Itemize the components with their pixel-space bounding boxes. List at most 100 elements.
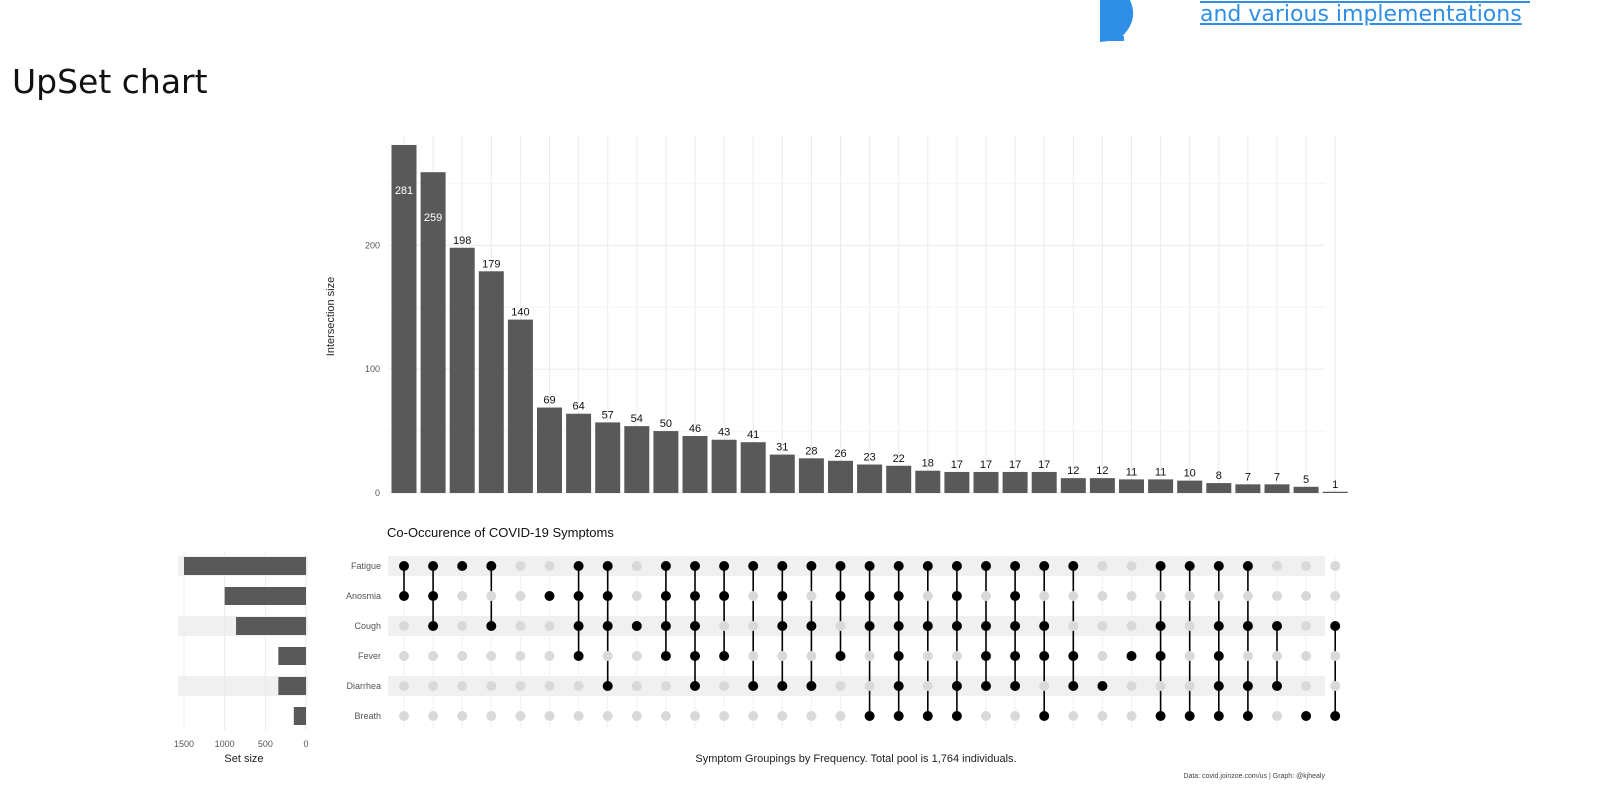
set-size-bar <box>236 617 306 635</box>
implementations-link[interactable]: and various implementations <box>1200 2 1522 27</box>
bar <box>682 436 708 493</box>
bar-label: 8 <box>1216 470 1222 482</box>
dot-active <box>951 621 962 631</box>
dot-inactive <box>777 651 788 661</box>
dot-active <box>1330 621 1341 631</box>
dot-active <box>690 621 700 631</box>
dot-inactive <box>457 591 468 601</box>
satellite-dish-icon <box>1100 0 1180 46</box>
dot-active <box>893 711 904 721</box>
dot-active <box>1010 591 1021 601</box>
dot-active <box>835 561 846 571</box>
dot-inactive <box>399 651 409 661</box>
bar <box>1293 486 1319 493</box>
matrix-stripe <box>388 676 1325 696</box>
dot-active <box>981 681 991 691</box>
dot-active <box>1213 561 1224 571</box>
page-title: UpSet chart <box>12 62 208 102</box>
bar-label: 17 <box>951 459 963 471</box>
set-size-bar <box>278 647 306 665</box>
dot-inactive <box>1039 681 1050 691</box>
dot-active <box>1213 651 1224 661</box>
dot-active <box>922 561 933 571</box>
dot-inactive <box>719 711 730 721</box>
dot-active <box>573 621 584 631</box>
bar-label: 54 <box>631 413 643 425</box>
dot-inactive <box>1330 561 1341 571</box>
dot-active <box>660 591 671 601</box>
set-label: Breath <box>354 711 381 721</box>
dot-active <box>428 561 439 571</box>
bar-label: 41 <box>747 429 759 441</box>
dot-active <box>1010 621 1021 631</box>
dot-inactive <box>660 711 671 721</box>
dot-inactive <box>1184 651 1195 661</box>
dot-inactive <box>544 561 555 571</box>
matrix-stripe <box>388 616 1325 636</box>
dot-active <box>690 681 700 691</box>
dot-inactive <box>864 651 875 661</box>
dot-active <box>835 591 846 601</box>
bar <box>1206 483 1232 493</box>
dot-inactive <box>457 621 468 631</box>
dot-active <box>1213 711 1224 721</box>
dot-inactive <box>457 681 468 691</box>
dot-active <box>573 591 584 601</box>
dot-inactive <box>544 711 555 721</box>
dot-inactive <box>515 681 526 691</box>
set-size-axis-title: Set size <box>224 753 263 765</box>
dot-active <box>806 621 817 631</box>
dot-active <box>893 591 904 601</box>
bar <box>711 439 737 493</box>
dot-active <box>573 561 584 571</box>
dot-active <box>893 561 904 571</box>
set-label: Diarrhea <box>346 681 381 691</box>
bar-label: 281 <box>395 185 413 197</box>
bar-label: 11 <box>1155 466 1166 478</box>
dot-inactive <box>631 561 642 571</box>
dot-inactive <box>486 681 497 691</box>
dot-active <box>1039 711 1050 721</box>
dot-active <box>893 651 904 661</box>
set-label: Cough <box>354 621 381 631</box>
dot-active <box>1272 621 1282 631</box>
dot-active <box>719 591 730 601</box>
dot-inactive <box>1242 651 1253 661</box>
dot-inactive <box>486 711 497 721</box>
dot-active <box>1039 651 1050 661</box>
bar-label: 179 <box>482 258 500 270</box>
dot-inactive <box>399 681 409 691</box>
dot-inactive <box>1126 621 1137 631</box>
dot-active <box>835 651 846 661</box>
dot-inactive <box>399 621 409 631</box>
dot-inactive <box>835 711 846 721</box>
dot-inactive <box>428 711 439 721</box>
dot-active <box>1184 711 1195 721</box>
set-label: Fever <box>358 651 381 661</box>
dot-inactive <box>806 651 817 661</box>
bar-label: 31 <box>776 442 788 454</box>
dot-active <box>1242 621 1253 631</box>
dot-inactive <box>544 621 555 631</box>
dot-active <box>690 561 700 571</box>
dot-active <box>777 561 788 571</box>
dot-inactive <box>1330 651 1341 661</box>
bar-label: 46 <box>689 423 701 435</box>
dot-active <box>457 561 468 571</box>
dot-active <box>864 561 875 571</box>
dot-active <box>1010 681 1021 691</box>
bar <box>857 464 883 493</box>
dot-active <box>951 561 962 571</box>
dot-active <box>777 591 788 601</box>
dot-active <box>777 681 788 691</box>
dot-active <box>602 681 613 691</box>
dot-active <box>893 621 904 631</box>
bar-label: 18 <box>922 458 934 470</box>
dot-active <box>864 591 875 601</box>
dot-active <box>1039 561 1050 571</box>
bar <box>653 431 679 493</box>
dot-inactive <box>777 711 788 721</box>
bar-label: 12 <box>1067 465 1079 477</box>
dot-inactive <box>631 711 642 721</box>
y-axis-title: Intersection size <box>325 277 337 356</box>
